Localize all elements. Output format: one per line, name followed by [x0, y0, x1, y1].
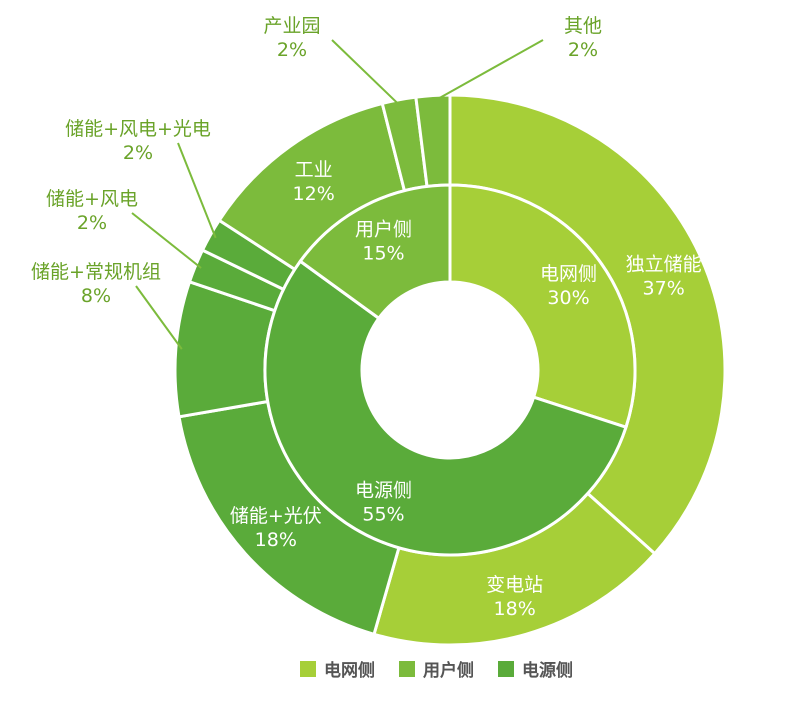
leader-lines: [131, 39, 544, 350]
slice-labels: 电网侧 30% 电源侧 55% 用户侧 15% 独立储能 37% 变电站 18% 储能+光伏 18% 储…: [31, 15, 702, 620]
inner-label-2: 用户侧 15%: [355, 218, 412, 264]
leader-line-5: [177, 142, 217, 239]
legend-label: 电网侧: [324, 661, 375, 681]
outer-label-8: 其他 2%: [564, 15, 602, 61]
inner-ring: [263, 183, 637, 557]
outer-label-6: 工业 12%: [293, 159, 335, 205]
outer-label-7: 产业园 2%: [263, 15, 320, 61]
outer-ring: [173, 93, 727, 647]
leader-line-7: [331, 39, 401, 107]
legend-swatch: [498, 660, 514, 677]
inner-label-0: 电网侧 30%: [540, 263, 597, 309]
leader-line-4: [131, 212, 202, 269]
outer-label-1: 变电站 18%: [486, 574, 543, 620]
outer-label-2: 储能+光伏 18%: [230, 505, 322, 551]
legend-item-source-side[interactable]: 电源侧: [498, 656, 573, 681]
legend-item-user-side[interactable]: 用户侧: [399, 656, 474, 681]
legend: 电网侧 用户侧 电源侧: [300, 656, 573, 681]
inner-slice-2[interactable]: [298, 183, 452, 321]
legend-label: 用户侧: [423, 661, 474, 681]
legend-swatch: [399, 660, 415, 677]
legend-swatch: [300, 660, 316, 677]
outer-label-5: 储能+风电+光电 2%: [65, 118, 211, 164]
inner-label-1: 电源侧 55%: [355, 480, 412, 526]
legend-item-grid-side[interactable]: 电网侧: [300, 656, 375, 681]
inner-slice-1[interactable]: [263, 259, 628, 557]
outer-label-4: 储能+风电 2%: [46, 188, 138, 234]
outer-label-0: 独立储能 37%: [626, 254, 702, 300]
leader-line-3: [135, 285, 183, 350]
leader-line-8: [432, 39, 544, 103]
outer-label-3: 储能+常规机组 8%: [31, 261, 161, 307]
legend-label: 电源侧: [522, 661, 573, 681]
inner-slice-0[interactable]: [448, 183, 637, 430]
